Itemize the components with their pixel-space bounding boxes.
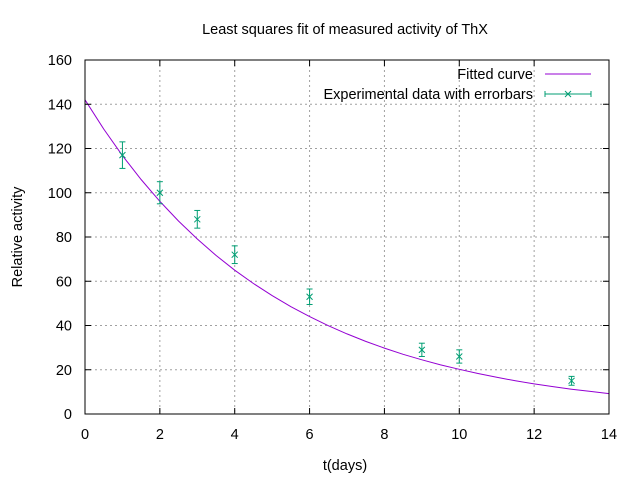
x-tick-label: 14 [601,427,617,443]
data-point [568,375,575,386]
data-point [306,288,313,305]
y-tick-label: 80 [56,230,72,246]
x-axis-label: t(days) [323,458,367,474]
data-point [119,141,126,169]
legend-entry: Experimental data with errorbars [323,87,592,103]
point-marker [568,377,575,385]
data-point [156,181,164,205]
y-tick-label: 160 [48,53,72,69]
chart-title: Least squares fit of measured activity o… [202,22,488,38]
y-tick-label: 0 [64,407,72,423]
point-marker [306,293,313,301]
legend-label: Fitted curve [457,67,533,83]
y-tick-label: 140 [48,97,72,113]
legend-label: Experimental data with errorbars [323,87,533,103]
x-tick-label: 0 [81,427,89,443]
plot-series [84,99,610,395]
legend-entry: Fitted curve [457,67,591,83]
x-tick-label: 4 [231,427,239,443]
point-marker [156,189,164,197]
point-marker [455,353,463,360]
x-tick-label: 6 [306,427,314,443]
data-point [455,349,463,364]
y-tick-label: 40 [56,319,72,335]
x-tick-label: 12 [526,427,542,443]
y-tick-label: 60 [56,274,72,290]
x-tick-label: 2 [156,427,164,443]
x-tick-label: 8 [380,427,388,443]
point-marker [231,251,239,259]
data-point [193,209,201,229]
y-tick-label: 120 [48,142,72,158]
fitted-curve-line [84,99,610,395]
legend-marker [564,90,572,98]
legend: Fitted curve Experimental data with error… [323,67,592,103]
point-marker [418,346,426,354]
y-tick-label: 100 [48,186,72,202]
data-point [418,342,426,357]
data-point [231,245,239,265]
fitted-curve-series [84,99,610,395]
y-tick-label: 20 [56,363,72,379]
point-marker [193,215,201,223]
grid [85,60,609,414]
x-tick-label: 10 [451,427,467,443]
point-marker [119,151,126,159]
experimental-data-series [119,141,575,386]
y-axis-label: Relative activity [10,186,26,287]
